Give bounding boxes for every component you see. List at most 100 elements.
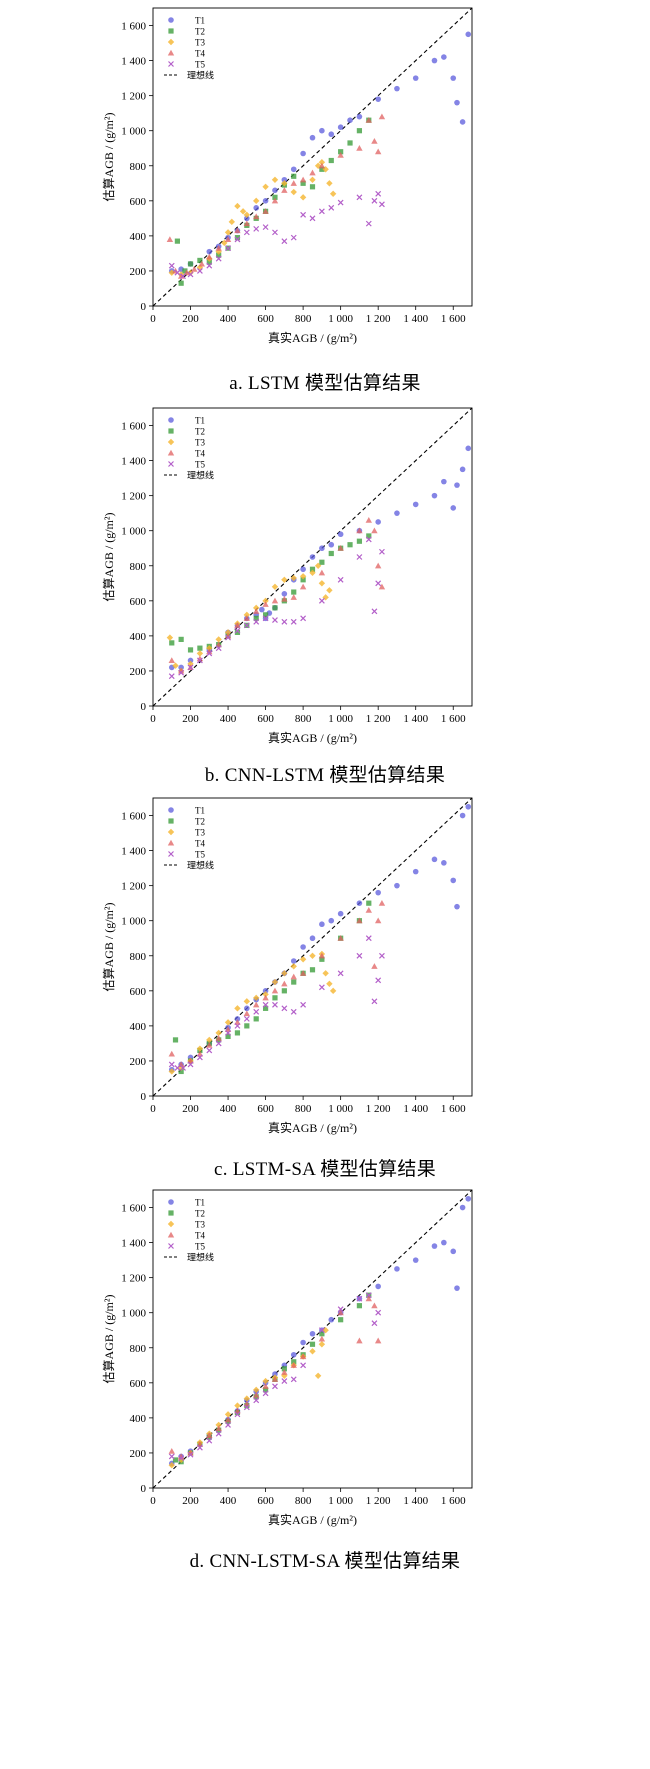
point-t3 [314,1372,322,1380]
point-t2 [206,259,212,265]
point-t3 [253,197,260,205]
y-axis-label: 估算AGB / (g/m²) [101,903,116,992]
point-t1 [375,1283,381,1290]
legend-marker-t5 [168,851,174,857]
y-tick-label: 1 600 [121,811,146,823]
point-t5 [180,273,186,280]
point-t1 [441,478,447,485]
legend-label: T5 [195,460,205,470]
point-t4 [374,562,382,569]
y-tick-label: 600 [130,1378,147,1390]
x-tick-label: 400 [220,713,237,725]
x-tick-label: 600 [257,1103,274,1115]
chart-d-svg: 0 200 400 600 800 1 000 1 200 1 400 1 600 0 200 400… [101,1189,473,1527]
series-t3 [168,1327,329,1469]
point-t2 [253,1016,259,1022]
point-t1 [300,566,306,573]
x-tick-label: 600 [257,713,274,725]
point-t2 [197,645,203,651]
point-t1 [431,57,438,64]
legend-label: T4 [195,49,205,59]
point-t5 [225,1029,231,1036]
point-t1 [412,1257,419,1263]
legend-marker-t5 [168,461,174,467]
y-tick-label: 1 000 [121,526,146,538]
point-t4 [290,594,297,600]
point-t3 [322,970,329,977]
plot-frame [152,407,473,707]
point-t1 [375,889,381,896]
point-t5 [318,1327,325,1334]
point-t5 [178,669,185,676]
point-t5 [187,664,194,671]
point-t4 [318,1335,326,1342]
point-t5 [168,1453,175,1460]
point-t1 [262,198,269,204]
point-t4 [337,545,344,551]
point-t3 [309,176,316,183]
x-tick-label: 1 200 [366,713,391,725]
x-tick-label: 1 000 [328,713,353,725]
point-t5 [290,1376,297,1383]
legend-marker-t3 [167,828,175,836]
series-t3 [166,562,333,675]
series-t2 [172,1292,372,1465]
y-tick-label: 400 [130,231,147,243]
legend-marker-t4 [167,839,175,846]
y-tick-label: 0 [141,1091,147,1103]
point-t2 [187,261,194,267]
point-t5 [337,970,344,977]
point-t1 [375,96,381,102]
point-t4 [206,253,213,260]
point-t1 [465,31,472,38]
point-t4 [166,236,174,242]
point-t1 [272,1371,278,1377]
point-t3 [239,208,247,215]
point-t1 [454,1285,460,1291]
point-t5 [180,1065,186,1071]
point-t1 [356,113,363,120]
y-tick-label: 1 000 [121,916,146,928]
point-t5 [356,1295,363,1302]
point-t1 [394,882,400,889]
point-t2 [182,268,188,274]
point-t3 [329,987,337,995]
x-tick-label: 1 200 [366,1495,391,1507]
point-t4 [234,227,241,234]
point-t4 [243,220,251,227]
point-t4 [318,162,326,169]
point-t4 [262,601,269,607]
point-t5 [168,673,175,680]
point-t3 [309,952,316,959]
x-tick-label: 1 600 [441,313,466,325]
y-tick-label: 200 [130,1056,147,1068]
point-t5 [365,1292,372,1299]
point-t1 [244,1005,250,1012]
point-t4 [224,632,232,639]
point-t5 [168,1061,175,1068]
legend-marker-t5 [168,61,174,67]
point-t2 [216,252,222,258]
point-t2 [300,577,306,583]
point-t5 [371,608,378,615]
point-t4 [234,622,241,628]
point-t2 [291,1359,297,1365]
chart-panel-d: 0 200 400 600 800 1 000 1 200 1 400 1 600 0 200 400… [0,1182,650,1622]
point-t4 [271,197,279,204]
point-t3 [299,194,307,201]
legend-label: T5 [195,850,205,860]
point-t4 [309,169,316,176]
point-t3 [309,1348,316,1355]
point-t1 [309,554,316,560]
point-t2 [272,194,278,200]
point-t1 [454,482,460,488]
point-t4 [224,236,232,242]
legend-label: T3 [195,828,205,838]
point-t2 [356,538,363,544]
point-t4 [177,667,185,674]
point-t2 [178,280,184,286]
y-tick-label: 1 200 [121,491,146,503]
point-t1 [300,150,306,157]
point-t1 [431,856,438,863]
